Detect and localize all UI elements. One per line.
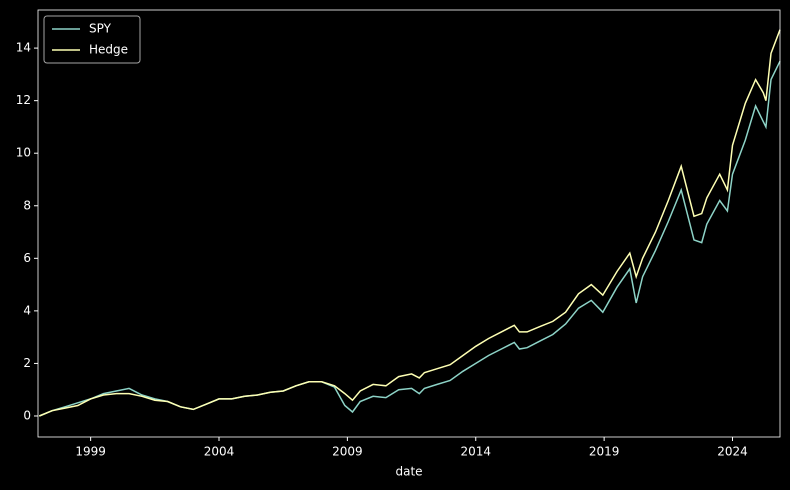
x-tick-label: 2009: [332, 445, 363, 459]
legend-label: SPY: [89, 22, 112, 36]
y-tick-label: 12: [16, 93, 31, 107]
y-tick-label: 10: [16, 146, 31, 160]
y-tick-label: 4: [23, 303, 31, 317]
x-tick-label: 2014: [460, 445, 491, 459]
x-tick-label: 1999: [75, 445, 106, 459]
axes-frame: [37, 9, 781, 438]
y-tick-label: 2: [23, 356, 31, 370]
y-tick-label: 8: [23, 198, 31, 212]
legend-box: [43, 15, 141, 64]
y-tick-label: 14: [16, 41, 31, 55]
line: [39, 60, 781, 417]
y-tick-label: 6: [23, 251, 31, 265]
x-tick-label: 2024: [717, 445, 748, 459]
x-axis-label: date: [395, 465, 422, 479]
line: [39, 29, 781, 417]
y-tick-label: 0: [23, 408, 31, 422]
x-tick-label: 2019: [589, 445, 620, 459]
x-tick-label: 2004: [204, 445, 235, 459]
legend-label: Hedge: [89, 43, 128, 57]
